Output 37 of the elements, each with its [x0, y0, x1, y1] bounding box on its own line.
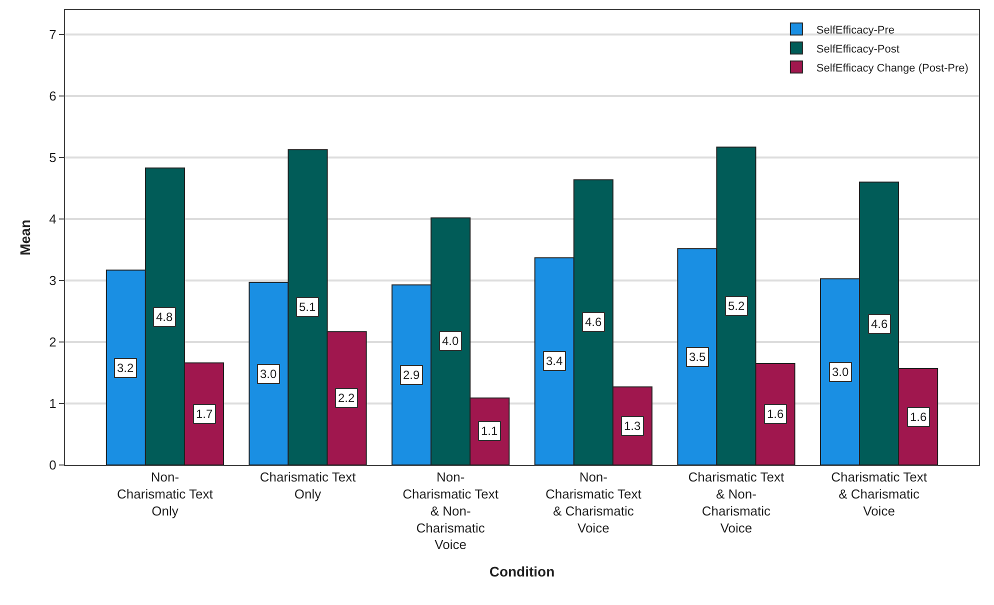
data-label: 2.9: [403, 368, 420, 382]
legend-label: SelfEfficacy-Post: [816, 43, 900, 56]
data-label: 3.2: [117, 361, 134, 375]
y-axis-title: Mean: [16, 220, 33, 256]
data-label: 2.2: [338, 391, 356, 405]
x-tick-label: Non- Charismatic Text & Non- Charismatic Voice: [402, 470, 499, 552]
legend-label: SelfEfficacy Change (Post-Pre): [816, 62, 968, 74]
data-label: 1.6: [910, 410, 928, 424]
x-tick-label: Charismatic Text & Charismatic Voice: [831, 470, 928, 518]
data-label: 4.0: [442, 334, 460, 348]
y-tick-label: 1: [49, 396, 56, 412]
data-label: 4.6: [871, 317, 888, 331]
data-label: 4.8: [156, 310, 174, 324]
y-tick-label: 7: [49, 27, 56, 42]
data-label: 1.7: [196, 407, 214, 421]
y-tick-label: 4: [49, 212, 56, 227]
y-tick-label: 0: [49, 458, 56, 473]
x-tick-label: Non- Charismatic Text Only: [117, 470, 214, 518]
data-label: 4.6: [585, 315, 602, 329]
data-label: 5.2: [728, 299, 746, 313]
y-tick-label: 5: [49, 150, 56, 166]
x-tick-label: Charismatic Text & Non- Charismatic Voice: [688, 470, 785, 536]
data-label: 1.6: [767, 407, 784, 421]
y-tick-label: 2: [49, 334, 56, 350]
data-label: 1.3: [624, 419, 642, 433]
x-tick-label: Non- Charismatic Text & Charismatic Voice: [545, 470, 642, 536]
legend-label: SelfEfficacy-Pre: [816, 24, 894, 36]
x-tick-label: Charismatic Text Only: [260, 470, 356, 502]
data-label: 5.1: [299, 300, 316, 314]
data-label: 3.0: [260, 367, 278, 381]
y-tick-label: 6: [49, 88, 56, 104]
data-label: 3.0: [832, 365, 850, 379]
x-axis-title: Condition: [489, 564, 555, 580]
data-label: 3.4: [546, 354, 564, 368]
data-label: 3.5: [689, 350, 706, 364]
y-tick-label: 3: [49, 273, 56, 288]
data-label: 1.1: [481, 424, 498, 438]
